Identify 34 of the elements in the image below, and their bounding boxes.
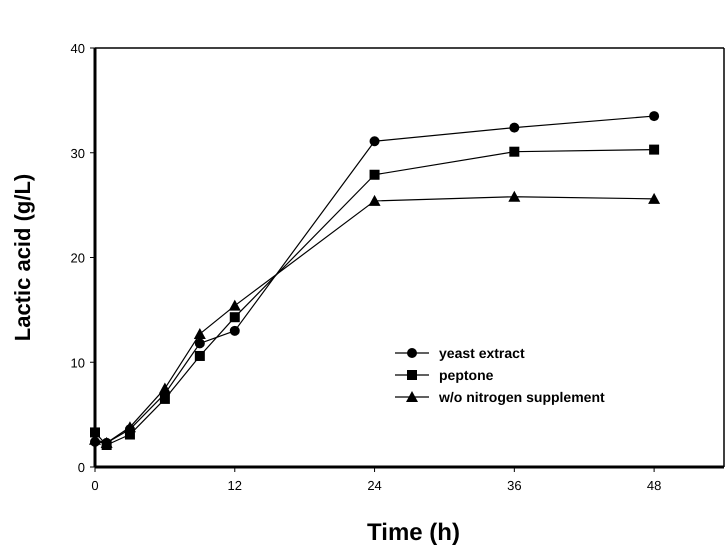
point bbox=[370, 170, 380, 180]
point bbox=[194, 328, 206, 339]
point bbox=[370, 136, 380, 146]
x-tick-label: 48 bbox=[646, 478, 662, 493]
point bbox=[160, 394, 170, 404]
x-tick-label: 0 bbox=[91, 478, 99, 493]
y-tick-label: 20 bbox=[70, 250, 85, 266]
point bbox=[90, 427, 100, 438]
point bbox=[194, 338, 205, 348]
legend-label: w/o nitrogen supplement bbox=[438, 389, 606, 405]
x-tick-label: 36 bbox=[507, 478, 522, 493]
point bbox=[230, 326, 240, 336]
point bbox=[649, 144, 660, 155]
point bbox=[368, 194, 381, 206]
y-tick-label: 40 bbox=[70, 41, 85, 56]
point bbox=[649, 111, 660, 122]
point bbox=[508, 190, 520, 202]
point bbox=[509, 146, 520, 157]
legend-label: peptone bbox=[439, 367, 494, 383]
point bbox=[124, 421, 136, 432]
x-tick-label: 24 bbox=[367, 478, 382, 493]
point bbox=[228, 300, 241, 311]
point bbox=[648, 192, 660, 204]
legend-label: yeast extract bbox=[439, 345, 525, 361]
y-tick-label: 10 bbox=[70, 355, 85, 370]
point bbox=[158, 382, 171, 394]
point bbox=[230, 312, 240, 322]
x-axis-title: Time (h) bbox=[367, 519, 460, 546]
y-tick-label: 0 bbox=[78, 460, 85, 475]
y-tick-label: 30 bbox=[70, 146, 85, 161]
point bbox=[509, 122, 520, 133]
x-tick-label: 12 bbox=[228, 478, 242, 493]
y-axis-title: Lactic acid (g/L) bbox=[10, 174, 35, 342]
point bbox=[194, 350, 205, 361]
